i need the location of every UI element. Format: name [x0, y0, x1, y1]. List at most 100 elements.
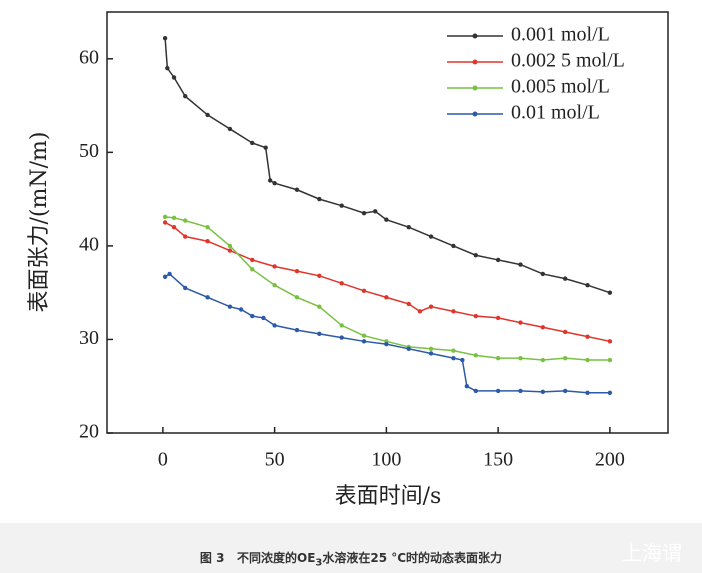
- point: [607, 290, 613, 295]
- legend-marker: [472, 85, 478, 91]
- x-tick-label: 200: [595, 449, 625, 471]
- point: [227, 243, 233, 249]
- point: [428, 346, 434, 351]
- caption-band: 图 3 不同浓度的OE3水溶液在25 °C时的动态表面张力 上海谓: [0, 523, 702, 573]
- point: [384, 295, 389, 300]
- point: [250, 267, 255, 272]
- point: [294, 268, 300, 274]
- point: [317, 331, 322, 337]
- point: [451, 243, 456, 249]
- x-tick-label: 0: [158, 449, 168, 471]
- y-tick-label: 40: [79, 233, 99, 255]
- y-tick-label: 50: [79, 140, 99, 162]
- point: [428, 234, 434, 239]
- point: [317, 304, 322, 309]
- series-line: [164, 221, 611, 343]
- legend-label: 0.002 5 mol/L: [511, 50, 625, 72]
- point: [460, 357, 465, 363]
- point: [165, 65, 170, 71]
- point: [540, 325, 546, 330]
- series-line: [164, 273, 610, 394]
- point: [585, 390, 590, 395]
- legend-marker: [472, 59, 478, 65]
- caption-subscript: 3: [315, 557, 323, 569]
- point: [205, 239, 210, 244]
- point: [406, 346, 411, 351]
- point: [183, 234, 188, 239]
- y-axis-title: 表面张力/(mN/m): [27, 132, 52, 313]
- point: [162, 274, 168, 279]
- point: [250, 257, 255, 263]
- caption: 图 3 不同浓度的OE3水溶液在25 °C时的动态表面张力: [0, 549, 702, 568]
- point: [339, 281, 344, 286]
- point: [272, 181, 277, 186]
- point: [384, 341, 389, 347]
- point: [294, 187, 300, 192]
- x-tick-label: 50: [265, 449, 285, 471]
- x-tick-label: 100: [371, 449, 401, 471]
- point: [562, 276, 568, 281]
- point: [607, 390, 613, 395]
- point: [428, 304, 434, 309]
- point: [473, 253, 478, 258]
- point: [473, 353, 478, 358]
- caption-text: 不同浓度的OE: [237, 551, 316, 565]
- point: [183, 218, 188, 223]
- point: [205, 295, 210, 300]
- point: [162, 214, 168, 220]
- point: [361, 210, 367, 216]
- watermark: 上海谓: [622, 541, 682, 565]
- point: [451, 355, 456, 361]
- figure-number: 图 3: [199, 551, 225, 565]
- series-line: [165, 216, 610, 361]
- point: [227, 126, 233, 132]
- point: [167, 271, 172, 277]
- point: [361, 288, 367, 293]
- point: [495, 315, 501, 321]
- point: [562, 329, 568, 335]
- point: [205, 224, 210, 230]
- plot-frame: [106, 11, 669, 434]
- point: [562, 355, 568, 361]
- y-tick-label: 60: [79, 46, 99, 68]
- point: [339, 335, 344, 340]
- point: [518, 320, 523, 325]
- point: [339, 323, 344, 328]
- point: [585, 282, 590, 288]
- point: [250, 140, 255, 146]
- point: [227, 248, 233, 253]
- point: [361, 339, 367, 344]
- point: [495, 355, 501, 361]
- point: [183, 94, 188, 99]
- point: [518, 355, 523, 361]
- point: [428, 351, 434, 356]
- point: [339, 203, 344, 208]
- point: [607, 357, 613, 363]
- point: [267, 178, 273, 183]
- x-tick-label: 150: [483, 449, 513, 471]
- x-axis-title: 表面时间/s: [335, 484, 442, 509]
- point: [205, 112, 210, 118]
- point: [518, 388, 523, 394]
- point: [227, 304, 233, 309]
- chart: 表面时间/s 表面张力/(mN/m) 0 50 100 150 200 20 30 40 50 6…: [27, 11, 669, 509]
- point: [294, 295, 300, 300]
- point: [495, 388, 501, 394]
- point: [464, 384, 470, 389]
- legend-label: 0.01 mol/L: [511, 102, 600, 124]
- point: [272, 323, 277, 328]
- point: [171, 75, 177, 80]
- point: [585, 357, 590, 363]
- legend-marker: [472, 111, 478, 117]
- point: [171, 215, 177, 221]
- point: [451, 309, 456, 314]
- point: [263, 145, 268, 150]
- legend-marker: [472, 33, 478, 39]
- point: [585, 334, 590, 339]
- point: [261, 315, 266, 321]
- point: [495, 257, 501, 263]
- point: [162, 35, 168, 41]
- point: [406, 224, 411, 230]
- point: [518, 262, 523, 267]
